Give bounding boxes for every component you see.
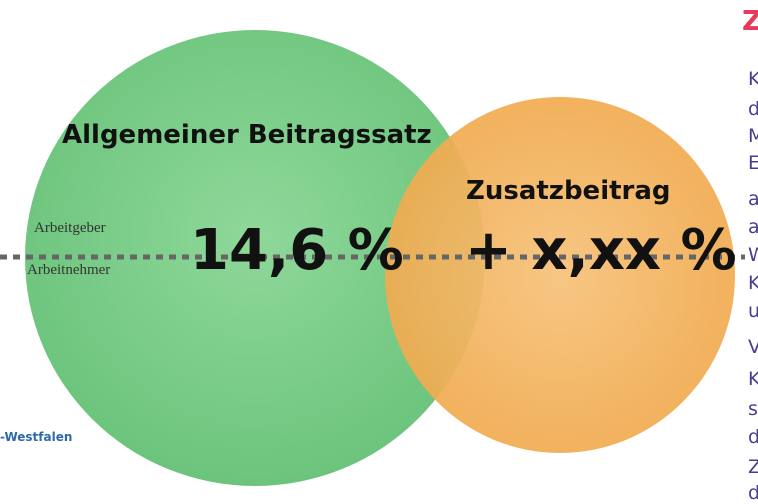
sidebar-line: d (748, 482, 758, 504)
sidebar-line: a (748, 216, 758, 238)
sidebar-line: u (748, 300, 758, 322)
sidebar-line: d (748, 426, 758, 448)
extra-rate: + x,xx % (465, 218, 737, 283)
sidebar-heading: Z (742, 4, 758, 37)
sidebar-line: s (748, 398, 758, 420)
footer-fragment: -Westfalen (0, 430, 72, 444)
sidebar-line: V (748, 336, 758, 358)
lower-side-label: Arbeitnehmer (27, 262, 110, 279)
main-rate: 14,6 % (190, 218, 404, 283)
page: Allgemeiner Beitragssatz 14,6 % Zusatzbe… (0, 0, 758, 496)
sidebar-line: K (748, 68, 758, 90)
sidebar-line: d (748, 98, 758, 120)
extra-label: Zusatzbeitrag (466, 176, 671, 206)
sidebar-line: W (748, 244, 758, 266)
sidebar-line: a (748, 188, 758, 210)
main-label: Allgemeiner Beitragssatz (62, 120, 432, 150)
sidebar-line: M (748, 125, 758, 147)
sidebar-line: Z (748, 456, 758, 478)
upper-side-label: Arbeitgeber (34, 220, 106, 237)
sidebar-line: K (748, 272, 758, 294)
sidebar-line: K (748, 368, 758, 390)
sidebar-line: E (748, 152, 758, 174)
